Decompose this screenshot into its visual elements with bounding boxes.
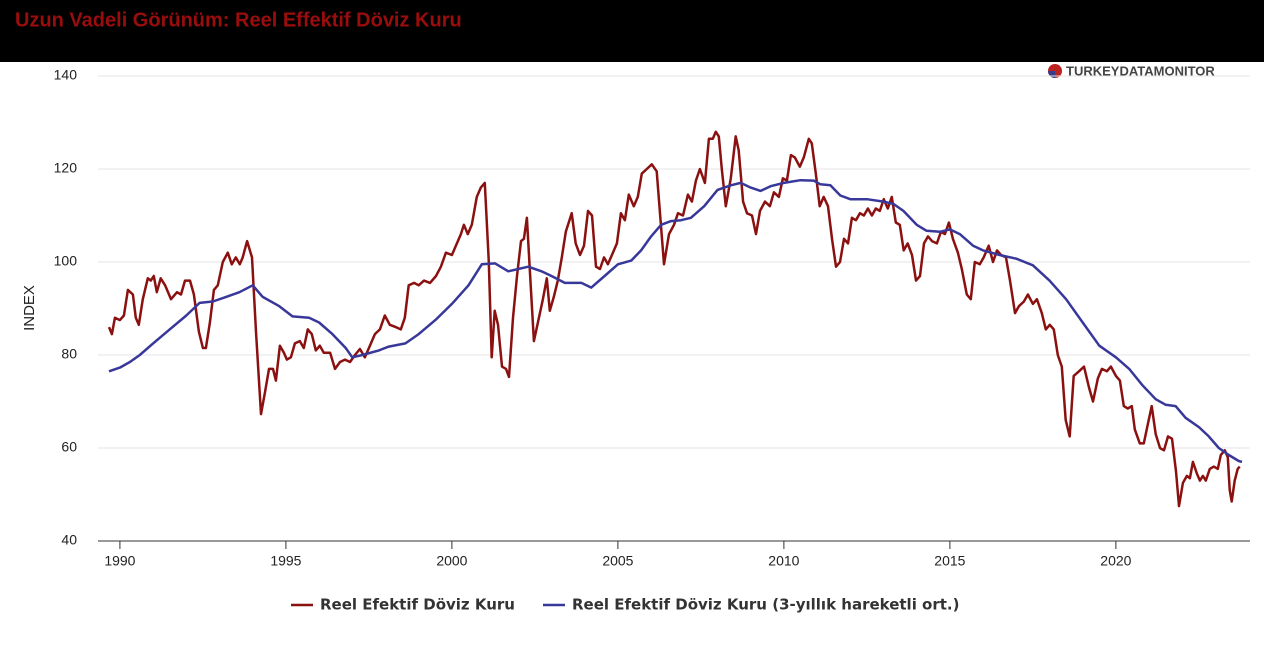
chart-title: Uzun Vadeli Görünüm: Reel Effektif Döviz…	[15, 9, 462, 31]
y-tick-label: 40	[61, 532, 77, 548]
legend-label: Reel Efektif Döviz Kuru	[320, 596, 515, 614]
series-line	[107, 130, 1241, 508]
y-tick-label: 120	[54, 160, 78, 176]
header-bar	[0, 0, 1264, 62]
logo-icon-part	[1048, 71, 1055, 78]
y-axis-label: INDEX	[21, 285, 38, 331]
y-tick-label: 80	[61, 346, 77, 362]
x-tick-label: 2000	[436, 553, 467, 569]
logo-text: TURKEYDATAMONITOR	[1066, 63, 1215, 78]
series-line	[108, 178, 1243, 464]
x-tick-label: 2005	[602, 553, 633, 569]
x-tick-label: 2015	[934, 553, 965, 569]
x-tick-label: 1995	[270, 553, 301, 569]
y-tick-label: 100	[54, 253, 78, 269]
x-tick-label: 2020	[1100, 553, 1131, 569]
x-tick-label: 1990	[104, 553, 135, 569]
legend-label: Reel Efektif Döviz Kuru (3-yıllık hareke…	[572, 596, 960, 614]
y-tick-label: 140	[54, 67, 78, 83]
y-tick-label: 60	[61, 439, 77, 455]
x-tick-label: 2010	[768, 553, 799, 569]
